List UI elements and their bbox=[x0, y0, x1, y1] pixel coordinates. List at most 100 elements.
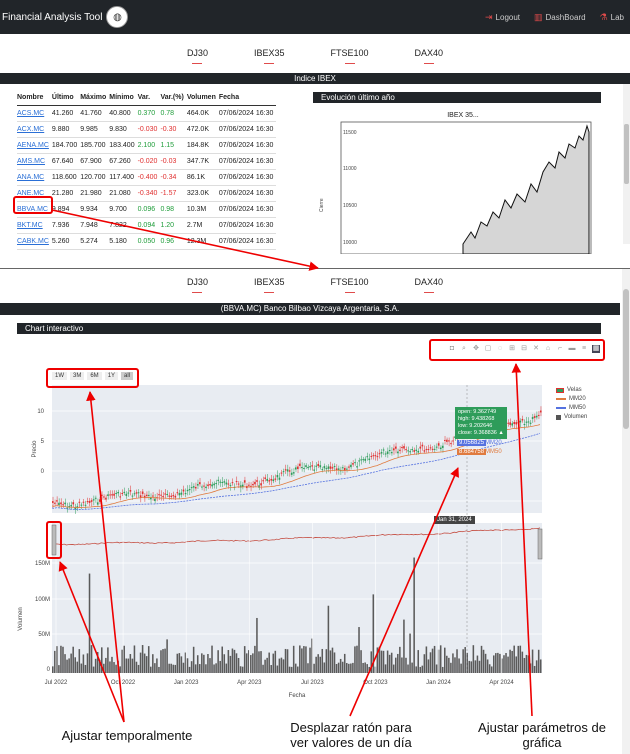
brand[interactable]: Financial Analysis Tool ◍ bbox=[2, 6, 129, 28]
range-1y-button[interactable]: 1Y bbox=[104, 372, 119, 380]
camera-icon[interactable]: ◘ bbox=[449, 345, 455, 352]
table-row[interactable]: AENA.MC 184.700 185.700 183.400 2.100 1.15 184… bbox=[17, 137, 277, 154]
volume-bar bbox=[476, 655, 479, 673]
varp-cell: -0.34 bbox=[160, 169, 187, 186]
volume-bar bbox=[58, 665, 60, 673]
candle-body bbox=[335, 468, 338, 471]
volume-cell: 2.7M bbox=[186, 217, 219, 234]
volume-bar bbox=[201, 653, 203, 673]
box-select-icon[interactable]: ▢ bbox=[484, 345, 492, 352]
pan-icon[interactable]: ✥ bbox=[473, 345, 479, 352]
candle-body bbox=[278, 477, 281, 480]
range-slider-handle[interactable] bbox=[51, 524, 57, 556]
range-1w-button[interactable]: 1W bbox=[52, 372, 67, 380]
volume-bar bbox=[119, 666, 121, 673]
x-tick-label: Jul 2022 bbox=[45, 680, 68, 686]
volume-bar bbox=[225, 663, 228, 673]
volume-cell: 464.0K bbox=[186, 105, 219, 122]
table-row[interactable]: CABK.MC 5.260 5.274 5.180 0.050 0.96 12.3M 07/0… bbox=[17, 233, 277, 250]
volume-ytick-0: 150M bbox=[35, 561, 50, 567]
last-cell: 21.280 bbox=[51, 185, 81, 202]
tab-ftse100[interactable]: FTSE100 bbox=[330, 48, 368, 64]
table-row[interactable]: ANE.MC 21.280 21.980 21.080 -0.340 -1.57 323.0… bbox=[17, 185, 277, 202]
range-all-button[interactable]: all bbox=[121, 372, 134, 380]
tab-dj30-bottom[interactable]: DJ30 bbox=[187, 277, 208, 293]
symbol-link[interactable]: ACS.MC bbox=[17, 105, 52, 122]
bottom-scrollbar[interactable] bbox=[622, 269, 630, 754]
legend-mm50[interactable]: MM50 bbox=[556, 405, 587, 411]
volume-bar bbox=[147, 646, 150, 673]
table-row[interactable]: BKT.MC 7.936 7.948 7.822 0.094 1.20 2.7M 07/06/… bbox=[17, 217, 277, 234]
tab-ibex35-bottom[interactable]: IBEX35 bbox=[254, 277, 285, 293]
volume-bar bbox=[141, 645, 144, 673]
candle-body bbox=[201, 486, 203, 488]
company-title-bar: (BBVA.MC) Banco Bilbao Vizcaya Argentari… bbox=[0, 303, 620, 315]
symbol-link[interactable]: AENA.MC bbox=[17, 137, 52, 154]
zoom-in-icon[interactable]: ⊞ bbox=[509, 345, 515, 352]
volume-bar bbox=[115, 664, 117, 673]
col-volume: Volumen bbox=[186, 94, 219, 106]
reset-icon[interactable]: ⌂ bbox=[545, 345, 551, 352]
table-row[interactable]: BBVA.MC 9.894 9.934 9.700 0.096 0.98 10.3M 07/0… bbox=[17, 201, 277, 218]
volume-bar bbox=[513, 645, 515, 673]
volume-bar bbox=[133, 645, 136, 673]
interactive-chart-title: Chart interactivo bbox=[17, 323, 601, 334]
symbol-link[interactable]: BKT.MC bbox=[17, 217, 52, 234]
candle-body bbox=[162, 496, 164, 498]
legend-mm20[interactable]: MM20 bbox=[556, 396, 587, 402]
candle-body bbox=[537, 414, 540, 416]
autoscale-icon[interactable]: ✕ bbox=[533, 345, 539, 352]
top-scrollbar[interactable] bbox=[623, 84, 630, 244]
nav-lab[interactable]: ⚗ Lab bbox=[599, 11, 624, 22]
candle-body bbox=[194, 486, 197, 489]
table-row[interactable]: AMS.MC 67.640 67.900 67.260 -0.020 -0.03 347.7… bbox=[17, 153, 277, 170]
candle-body bbox=[86, 501, 89, 503]
candlestick-chart[interactable]: 10 5 0 Precio 150M 100M 50M 0 Volumen Ju… bbox=[0, 379, 630, 699]
volume-bar bbox=[356, 645, 358, 673]
tab-ftse100-bottom[interactable]: FTSE100 bbox=[330, 277, 368, 293]
tab-ibex35[interactable]: IBEX35 bbox=[254, 48, 285, 64]
plotly-logo-icon[interactable]: ▦ bbox=[592, 345, 600, 353]
lasso-icon[interactable]: ◌ bbox=[497, 345, 503, 352]
candle-body bbox=[448, 440, 450, 442]
range-slider-handle-right[interactable] bbox=[537, 528, 543, 560]
table-row[interactable]: ACX.MC 9.880 9.985 9.830 -0.030 -0.30 472.0K 07… bbox=[17, 121, 277, 138]
range-3m-button[interactable]: 3M bbox=[70, 372, 85, 380]
zoom-out-icon[interactable]: ⊟ bbox=[521, 345, 527, 352]
candle-body bbox=[311, 465, 313, 467]
volume-bar bbox=[284, 648, 287, 673]
tab-dj30[interactable]: DJ30 bbox=[187, 48, 208, 64]
tab-dax40[interactable]: DAX40 bbox=[415, 48, 444, 64]
candle-body bbox=[121, 492, 124, 494]
nav-dashboard[interactable]: ▥ DashBoard bbox=[534, 11, 586, 22]
candle-body bbox=[105, 497, 107, 500]
nav-logout[interactable]: ⇥ Logout bbox=[485, 11, 521, 22]
range-6m-button[interactable]: 6M bbox=[87, 372, 102, 380]
volume-bar bbox=[229, 655, 232, 673]
bottom-scrollbar-thumb[interactable] bbox=[623, 289, 629, 429]
candle-body bbox=[254, 481, 256, 485]
volume-bar bbox=[282, 659, 285, 673]
legend-velas[interactable]: Velas bbox=[556, 387, 587, 393]
candle-body bbox=[160, 494, 162, 496]
tab-dax40-bottom[interactable]: DAX40 bbox=[415, 277, 444, 293]
volume-bar bbox=[409, 633, 411, 673]
candle-body bbox=[350, 464, 352, 468]
symbol-link[interactable]: ANA.MC bbox=[17, 169, 52, 186]
spike-icon[interactable]: ⌐ bbox=[557, 345, 563, 352]
x-tick-label: Jul 2023 bbox=[301, 680, 324, 686]
candle-body bbox=[299, 463, 301, 466]
legend-volumen[interactable]: Volumen bbox=[556, 414, 587, 420]
symbol-link[interactable]: CABK.MC bbox=[17, 233, 52, 250]
hover-closest-icon[interactable]: ▬ bbox=[568, 345, 576, 352]
zoom-icon[interactable]: ⌕ bbox=[462, 345, 466, 352]
candle-body bbox=[372, 455, 375, 457]
table-row[interactable]: ANA.MC 118.600 120.700 117.400 -0.400 -0.34 86… bbox=[17, 169, 277, 186]
symbol-link[interactable]: AMS.MC bbox=[17, 153, 52, 170]
volume-bar bbox=[531, 649, 534, 673]
symbol-link[interactable]: ACX.MC bbox=[17, 121, 52, 138]
hover-compare-icon[interactable]: ≡ bbox=[581, 345, 587, 352]
top-scrollbar-thumb[interactable] bbox=[624, 124, 629, 184]
table-row[interactable]: ACS.MC 41.260 41.760 40.800 0.370 0.78 464.0K 0… bbox=[17, 105, 277, 122]
volume-bar bbox=[333, 652, 336, 673]
